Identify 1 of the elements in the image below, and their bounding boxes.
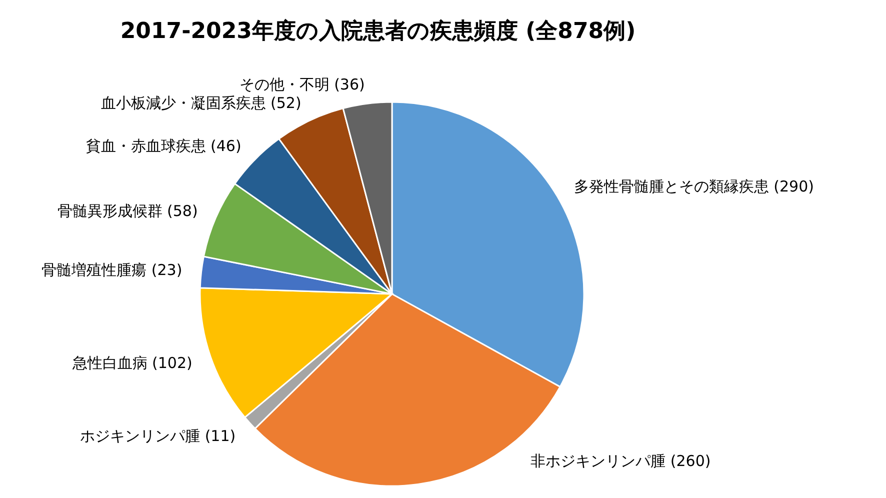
title: 2017-2023年度の入院患者の疾患頻度 (全878例) <box>120 19 636 44</box>
